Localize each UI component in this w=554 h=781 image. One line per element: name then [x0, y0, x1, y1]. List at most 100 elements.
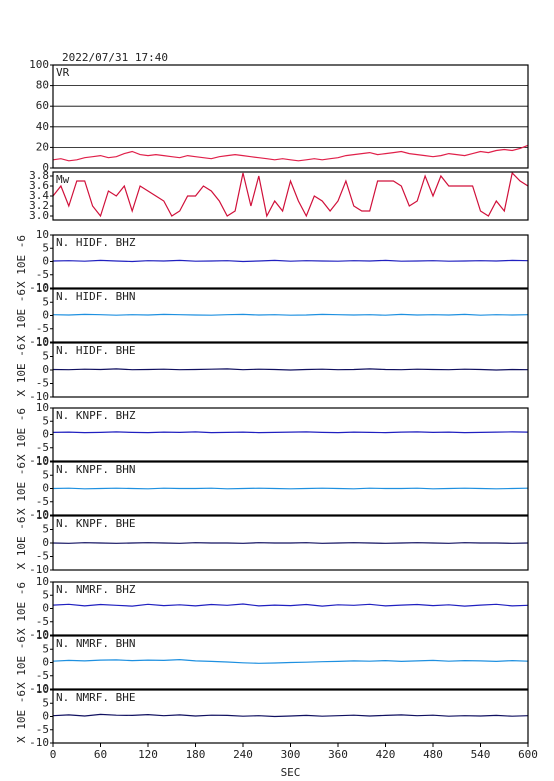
y-axis-label: X 10E -6 [15, 408, 28, 461]
y-tick-label: 5 [42, 241, 49, 254]
panel-frame [52, 581, 529, 636]
y-tick-label: -10 [29, 390, 49, 403]
y-tick-label: 60 [36, 99, 49, 112]
panel-label: N. KNPF. BHZ [56, 409, 136, 422]
series-line [52, 658, 529, 664]
series-line [52, 144, 529, 162]
panel-label: N. NMRF. BHE [56, 691, 135, 704]
y-tick-label: 3.8 [29, 169, 49, 182]
y-tick-label: 0 [42, 363, 49, 376]
panel-label: N. NMRF. BHZ [56, 583, 136, 596]
y-tick-label: 10 [36, 575, 49, 588]
x-tick-label: 480 [423, 748, 443, 761]
series-line [52, 368, 529, 371]
y-tick-label: 0 [42, 428, 49, 441]
x-tick-label: 600 [518, 748, 538, 761]
y-tick-label: 3.2 [29, 199, 49, 212]
y-tick-label: 10 [36, 629, 49, 642]
x-tick-label: 60 [94, 748, 107, 761]
x-tick-label: 360 [328, 748, 348, 761]
y-tick-label: 0 [42, 161, 49, 174]
y-tick-label: -10 [29, 454, 49, 467]
y-tick-label: 10 [36, 228, 49, 241]
series-line [52, 487, 529, 490]
y-tick-label: 3.6 [29, 179, 49, 192]
y-tick-label: -5 [36, 550, 49, 563]
y-tick-label: 5 [42, 350, 49, 363]
y-tick-label: 5 [42, 642, 49, 655]
series-line [52, 603, 529, 607]
y-tick-label: -5 [36, 669, 49, 682]
x-axis-label: SEC [281, 766, 301, 779]
series-line [52, 542, 529, 544]
series-line [52, 713, 529, 718]
x-tick-label: 540 [471, 748, 491, 761]
y-tick-label: -10 [29, 682, 49, 695]
y-tick-label: 10 [36, 455, 49, 468]
y-tick-label: 80 [36, 79, 49, 92]
y-tick-label: -10 [29, 508, 49, 521]
y-tick-label: 0 [42, 536, 49, 549]
panel-frame [52, 461, 529, 516]
y-axis-label: X 10E -6 [15, 636, 28, 689]
y-tick-label: 10 [36, 282, 49, 295]
panel-label: N. HIDF. BHN [56, 290, 135, 303]
panel-label: Mw [56, 173, 70, 186]
y-tick-label: 40 [36, 120, 49, 133]
y-axis-label: X 10E -6 [15, 582, 28, 635]
y-tick-label: 10 [36, 401, 49, 414]
x-tick-label: 180 [186, 748, 206, 761]
panel-label: N. HIDF. BHE [56, 344, 135, 357]
y-tick-label: 0 [42, 255, 49, 268]
y-tick-label: 10 [36, 509, 49, 522]
x-tick-label: 420 [376, 748, 396, 761]
y-tick-label: 0 [42, 602, 49, 615]
panel-frame [52, 64, 529, 169]
y-tick-label: -10 [29, 335, 49, 348]
panel-frame [52, 342, 529, 398]
y-tick-label: 0 [42, 309, 49, 322]
chart-title: 2022/07/31 17:40 [62, 51, 168, 64]
series-line [52, 431, 529, 434]
panel-label: N. KNPF. BHN [56, 463, 135, 476]
series-line [52, 259, 529, 263]
y-tick-label: -5 [36, 322, 49, 335]
y-tick-label: 0 [42, 482, 49, 495]
y-tick-label: 10 [36, 336, 49, 349]
y-tick-label: 3.4 [29, 189, 49, 202]
y-axis-label: X 10E -6 [15, 690, 28, 743]
panel-frame [52, 288, 529, 343]
panel-label: N. HIDF. BHZ [56, 236, 136, 249]
y-tick-label: 3.0 [29, 209, 49, 222]
panel-label: N. KNPF. BHE [56, 517, 135, 530]
series-line [52, 171, 529, 218]
panel-frame [52, 234, 529, 289]
y-tick-label: -10 [29, 281, 49, 294]
x-tick-label: 240 [233, 748, 253, 761]
y-tick-label: 100 [29, 58, 49, 71]
y-axis-label: X 10E -6 [15, 462, 28, 515]
x-tick-label: 0 [50, 748, 57, 761]
y-axis-label: X 10E -6 [15, 344, 28, 397]
y-tick-label: 0 [42, 656, 49, 669]
panel-label: VR [56, 66, 70, 79]
y-tick-label: -5 [36, 723, 49, 736]
y-tick-label: 0 [42, 710, 49, 723]
y-tick-label: -10 [29, 736, 49, 749]
y-axis-label: X 10E -6 [15, 289, 28, 342]
y-axis-label: X 10E -6 [15, 235, 28, 288]
panel-label: N. NMRF. BHN [56, 637, 135, 650]
panel-frame [52, 515, 529, 571]
y-tick-label: 5 [42, 523, 49, 536]
y-tick-label: -5 [36, 268, 49, 281]
y-tick-label: 5 [42, 414, 49, 427]
x-tick-label: 300 [281, 748, 301, 761]
y-tick-label: -10 [29, 563, 49, 576]
y-tick-label: 10 [36, 683, 49, 696]
x-tick-label: 120 [138, 748, 158, 761]
y-tick-label: -5 [36, 441, 49, 454]
panel-frame [52, 635, 529, 690]
y-tick-label: -5 [36, 377, 49, 390]
